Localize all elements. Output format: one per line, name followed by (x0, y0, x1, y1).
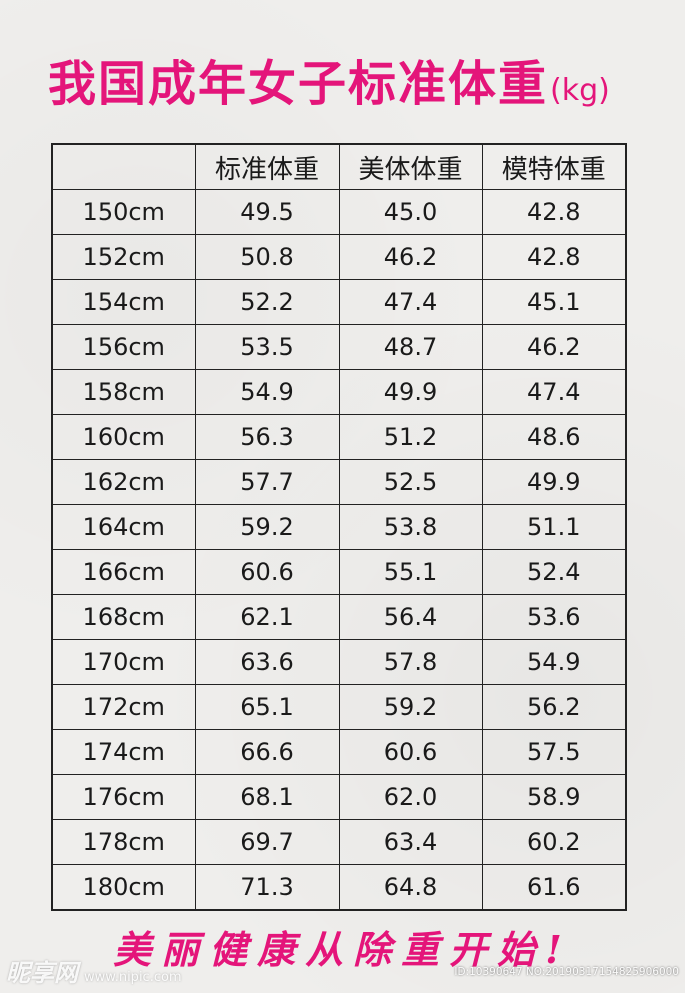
standard-weight-cell: 57.7 (194, 459, 340, 505)
height-cell: 164cm (51, 504, 196, 550)
table-row: 160cm 56.3 51.2 48.6 (51, 414, 627, 460)
standard-weight-cell: 71.3 (194, 864, 340, 911)
standard-weight-cell: 69.7 (194, 819, 340, 865)
model-weight-cell: 54.9 (481, 639, 627, 685)
standard-weight-cell: 63.6 (194, 639, 340, 685)
beauty-weight-cell: 56.4 (338, 594, 483, 640)
standard-weight-cell: 53.5 (194, 324, 340, 370)
table-row: 180cm 71.3 64.8 61.6 (51, 864, 627, 911)
slogan: 美丽健康从除重开始! (113, 927, 572, 972)
beauty-weight-cell: 52.5 (338, 459, 483, 505)
watermark-id: ID:10390647 NO:20190317154825906000 (454, 966, 679, 978)
height-cell: 172cm (51, 684, 196, 730)
standard-weight-cell: 65.1 (194, 684, 340, 730)
model-weight-cell: 42.8 (481, 189, 627, 235)
beauty-weight-cell: 64.8 (338, 864, 483, 911)
beauty-weight-cell: 45.0 (338, 189, 483, 235)
model-weight-cell: 45.1 (481, 279, 627, 325)
height-cell: 158cm (51, 369, 196, 415)
model-weight-cell: 51.1 (481, 504, 627, 550)
beauty-weight-cell: 48.7 (338, 324, 483, 370)
height-cell: 180cm (51, 864, 196, 911)
standard-weight-cell: 60.6 (194, 549, 340, 595)
beauty-weight-cell: 51.2 (338, 414, 483, 460)
beauty-weight-cell: 62.0 (338, 774, 483, 820)
model-weight-cell: 61.6 (481, 864, 627, 911)
height-cell: 156cm (51, 324, 196, 370)
standard-weight-cell: 52.2 (194, 279, 340, 325)
beauty-weight-cell: 60.6 (338, 729, 483, 775)
model-weight-cell: 52.4 (481, 549, 627, 595)
beauty-weight-cell: 47.4 (338, 279, 483, 325)
height-cell: 166cm (51, 549, 196, 595)
model-weight-cell: 53.6 (481, 594, 627, 640)
page-title: 我国成年女子标准体重(kg) (48, 44, 648, 124)
table-row: 178cm 69.7 63.4 60.2 (51, 819, 627, 865)
model-weight-cell: 46.2 (481, 324, 627, 370)
beauty-weight-cell: 59.2 (338, 684, 483, 730)
beauty-weight-cell: 57.8 (338, 639, 483, 685)
watermark-site: www.nipic.com (84, 970, 182, 985)
height-cell: 170cm (51, 639, 196, 685)
table-row: 152cm 50.8 46.2 42.8 (51, 234, 627, 280)
height-cell: 152cm (51, 234, 196, 280)
height-cell: 178cm (51, 819, 196, 865)
weight-table: 标准体重 美体体重 模特体重 150cm 49.5 45.0 42.8 152cm 50… (51, 143, 627, 911)
standard-weight-cell: 59.2 (194, 504, 340, 550)
table-header-row: 标准体重 美体体重 模特体重 (51, 143, 627, 190)
table-row: 158cm 54.9 49.9 47.4 (51, 369, 627, 415)
height-cell: 176cm (51, 774, 196, 820)
height-cell: 160cm (51, 414, 196, 460)
height-cell: 150cm (51, 189, 196, 235)
standard-weight-cell: 68.1 (194, 774, 340, 820)
model-weight-cell: 49.9 (481, 459, 627, 505)
table-row: 164cm 59.2 53.8 51.1 (51, 504, 627, 550)
model-weight-cell: 58.9 (481, 774, 627, 820)
standard-weight-cell: 49.5 (194, 189, 340, 235)
table-row: 172cm 65.1 59.2 56.2 (51, 684, 627, 730)
header-height (51, 143, 196, 190)
standard-weight-cell: 56.3 (194, 414, 340, 460)
title-unit: (kg) (550, 73, 610, 108)
table-row: 170cm 63.6 57.8 54.9 (51, 639, 627, 685)
height-cell: 154cm (51, 279, 196, 325)
table-row: 174cm 66.6 60.6 57.5 (51, 729, 627, 775)
model-weight-cell: 42.8 (481, 234, 627, 280)
model-weight-cell: 56.2 (481, 684, 627, 730)
standard-weight-cell: 50.8 (194, 234, 340, 280)
model-weight-cell: 57.5 (481, 729, 627, 775)
model-weight-cell: 48.6 (481, 414, 627, 460)
model-weight-cell: 60.2 (481, 819, 627, 865)
standard-weight-cell: 66.6 (194, 729, 340, 775)
title-text: 我国成年女子标准体重 (48, 56, 549, 112)
header-standard-weight: 标准体重 (194, 143, 340, 190)
watermark-logo: 昵享网 www.nipic.com (6, 958, 182, 988)
beauty-weight-cell: 55.1 (338, 549, 483, 595)
header-beauty-weight: 美体体重 (338, 143, 483, 190)
standard-weight-cell: 62.1 (194, 594, 340, 640)
table-row: 154cm 52.2 47.4 45.1 (51, 279, 627, 325)
standard-weight-cell: 54.9 (194, 369, 340, 415)
beauty-weight-cell: 46.2 (338, 234, 483, 280)
watermark-logo-text: 昵享网 (6, 959, 78, 987)
height-cell: 162cm (51, 459, 196, 505)
beauty-weight-cell: 49.9 (338, 369, 483, 415)
table-row: 166cm 60.6 55.1 52.4 (51, 549, 627, 595)
beauty-weight-cell: 53.8 (338, 504, 483, 550)
beauty-weight-cell: 63.4 (338, 819, 483, 865)
table-row: 168cm 62.1 56.4 53.6 (51, 594, 627, 640)
table-row: 150cm 49.5 45.0 42.8 (51, 189, 627, 235)
table-row: 156cm 53.5 48.7 46.2 (51, 324, 627, 370)
height-cell: 168cm (51, 594, 196, 640)
table-row: 162cm 57.7 52.5 49.9 (51, 459, 627, 505)
height-cell: 174cm (51, 729, 196, 775)
table-row: 176cm 68.1 62.0 58.9 (51, 774, 627, 820)
model-weight-cell: 47.4 (481, 369, 627, 415)
header-model-weight: 模特体重 (481, 143, 627, 190)
